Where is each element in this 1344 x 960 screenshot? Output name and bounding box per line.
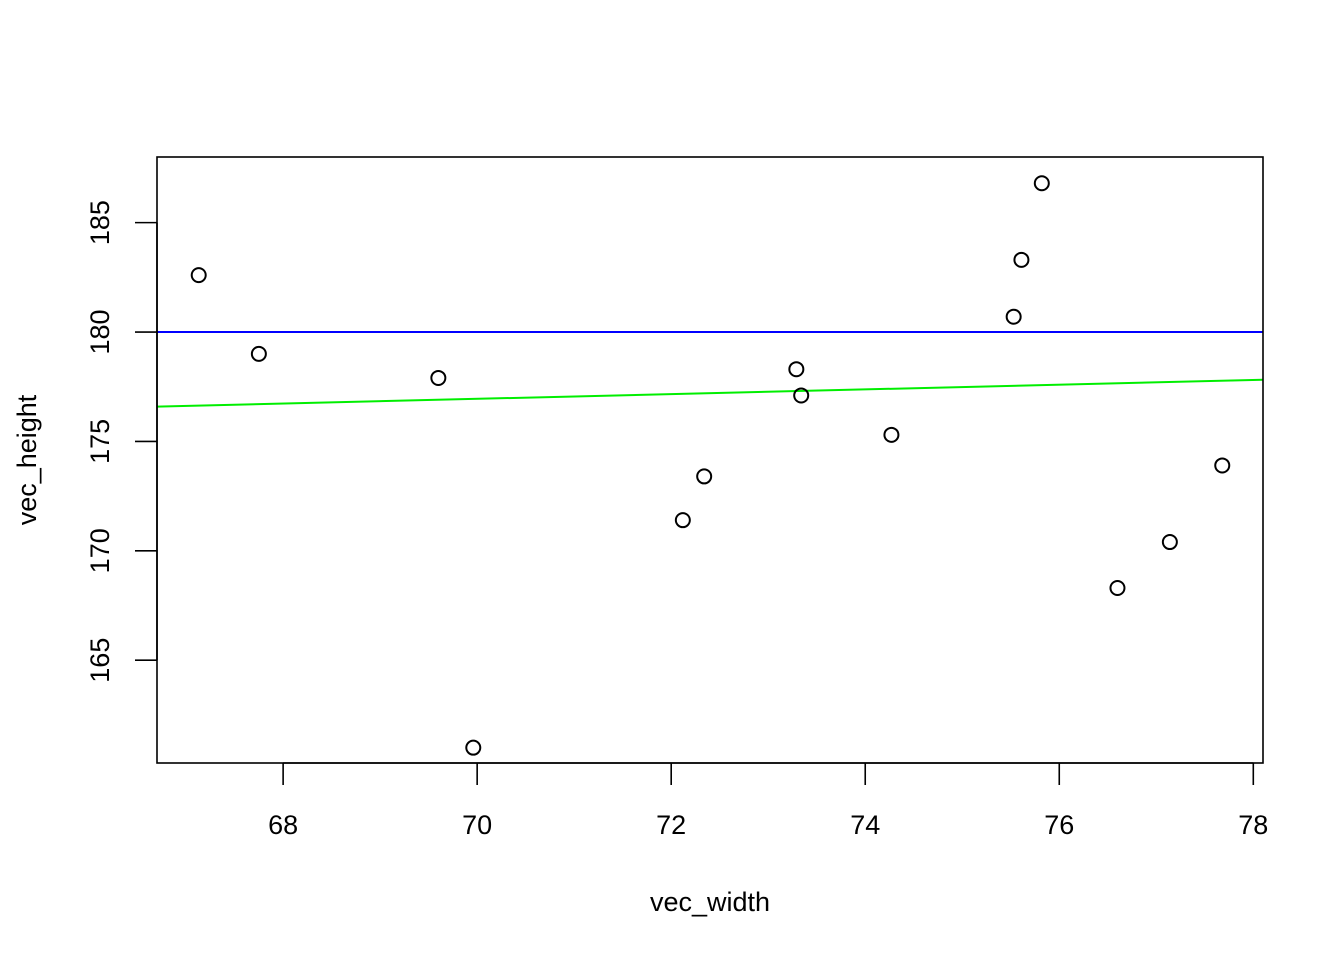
data-point	[788, 361, 805, 378]
data-point	[250, 345, 267, 362]
data-points	[190, 175, 1231, 756]
data-point	[674, 512, 691, 529]
reference-lines	[156, 331, 1264, 408]
y-tick-label: 165	[85, 638, 115, 683]
y-axis: 165 170 175 180 185	[85, 200, 158, 683]
data-point	[696, 468, 713, 485]
regression-line	[156, 378, 1264, 408]
data-point	[190, 267, 207, 284]
x-tick-label: 70	[462, 810, 492, 840]
data-point	[1033, 175, 1050, 192]
data-point	[465, 739, 482, 756]
x-tick-label: 72	[656, 810, 686, 840]
y-tick-label: 170	[85, 528, 115, 573]
x-tick-label: 68	[268, 810, 298, 840]
data-point	[430, 369, 447, 386]
data-point	[1013, 251, 1030, 268]
y-axis-title: vec_height	[12, 394, 42, 525]
data-point	[1214, 457, 1231, 474]
x-tick-label: 74	[850, 810, 880, 840]
data-point	[793, 387, 810, 404]
x-tick-label: 78	[1238, 810, 1268, 840]
y-tick-label: 185	[85, 200, 115, 245]
data-point	[883, 426, 900, 443]
x-tick-label: 76	[1044, 810, 1074, 840]
y-tick-label: 175	[85, 419, 115, 464]
data-point	[1005, 308, 1022, 325]
x-axis-title: vec_width	[650, 887, 770, 917]
y-tick-label: 180	[85, 309, 115, 354]
data-point	[1109, 579, 1126, 596]
data-point	[1161, 534, 1178, 551]
x-axis: 68 70 72 74 76 78	[268, 762, 1268, 840]
